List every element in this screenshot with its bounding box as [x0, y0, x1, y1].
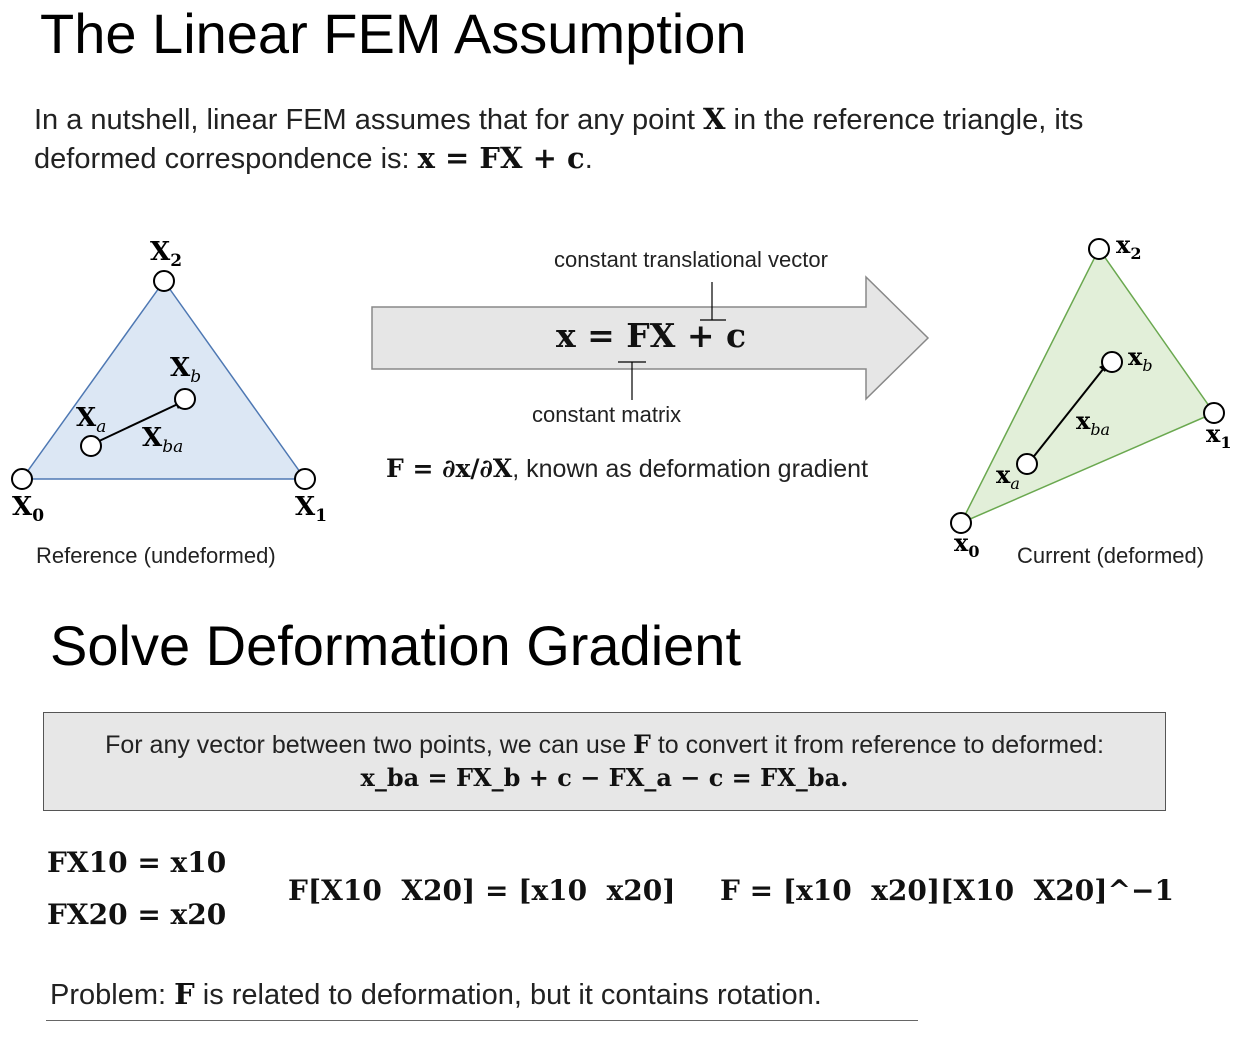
- label-X1: X1: [295, 492, 327, 526]
- label-Xa: Xa: [76, 403, 106, 437]
- current-edge-vector: [1030, 367, 1105, 461]
- node-X0: [11, 468, 33, 490]
- label-x0: x0: [954, 528, 979, 561]
- equation-4: F = [x10 x20][X10 X20]^−1: [720, 874, 1174, 907]
- point-symbol: X: [702, 102, 726, 136]
- label-Xb: Xb: [170, 353, 201, 387]
- label-Xba: Xba: [142, 423, 183, 457]
- gradient-definition: F = ∂x/∂X, known as deformation gradient: [386, 454, 868, 484]
- current-triangle-diagram: x2 x1 x0 xa xb xba: [950, 230, 1231, 561]
- intro-text: in the reference triangle, its: [725, 104, 1084, 136]
- label-x2: x2: [1116, 230, 1141, 263]
- node-x2: [1088, 238, 1110, 260]
- equation-1: FX10 = x10: [47, 846, 227, 879]
- reference-triangle: [20, 279, 307, 480]
- mapping-arrow-shape: [371, 275, 930, 401]
- mapping-equation: x = FX + c: [417, 141, 585, 175]
- node-Xb: [174, 388, 196, 410]
- F-symbol: F: [174, 977, 195, 1011]
- label-x1: x1: [1206, 419, 1231, 452]
- intro-paragraph: In a nutshell, linear FEM assumes that f…: [34, 100, 1214, 178]
- node-xa: [1016, 453, 1038, 475]
- page-title: The Linear FEM Assumption: [40, 2, 747, 65]
- node-x0: [950, 512, 972, 534]
- constant-matrix-note: constant matrix: [532, 402, 682, 427]
- translational-vector-note: constant translational vector: [554, 247, 828, 272]
- underline-divider: [46, 1020, 918, 1021]
- reference-triangle-diagram: X2 X0 X1 Xa Xb Xba: [11, 237, 327, 526]
- vector-conversion-box: For any vector between two points, we ca…: [43, 712, 1166, 811]
- node-x1: [1203, 402, 1225, 424]
- gradient-text: , known as deformation gradient: [512, 455, 869, 483]
- section-title: Solve Deformation Gradient: [50, 614, 742, 677]
- box-text: to convert it from reference to deformed…: [650, 731, 1104, 759]
- box-text: For any vector between two points, we ca…: [105, 731, 634, 759]
- mapping-arrow: [371, 275, 930, 401]
- reference-edge-vector: [96, 402, 181, 443]
- current-caption: Current (deformed): [1017, 543, 1205, 568]
- node-xb: [1101, 351, 1123, 373]
- problem-statement: Problem: F is related to deformation, bu…: [50, 975, 822, 1014]
- intro-text: .: [584, 143, 593, 175]
- reference-caption: Reference (undeformed): [36, 543, 276, 568]
- label-xb: xb: [1128, 342, 1153, 375]
- intro-line-1: In a nutshell, linear FEM assumes that f…: [34, 100, 1214, 139]
- problem-text: Problem:: [50, 979, 175, 1011]
- problem-text: is related to deformation, but it contai…: [194, 979, 822, 1011]
- equation-3: F[X10 X20] = [x10 x20]: [288, 874, 676, 907]
- intro-text: In a nutshell, linear FEM assumes that f…: [34, 104, 703, 136]
- label-xba: xba: [1076, 406, 1110, 439]
- intro-text: deformed correspondence is:: [34, 143, 418, 175]
- node-X1: [294, 468, 316, 490]
- intro-line-2: deformed correspondence is: x = FX + c.: [34, 139, 1214, 178]
- gradient-equation: F = ∂x/∂X: [386, 454, 513, 483]
- box-line-1: For any vector between two points, we ca…: [44, 729, 1165, 761]
- label-X0: X0: [12, 492, 44, 526]
- node-X2: [153, 270, 175, 292]
- node-Xa: [80, 435, 102, 457]
- arrow-equation: x = FX + c: [556, 316, 747, 355]
- box-equation: x_ba = FX_b + c − FX_a − c = FX_ba.: [360, 763, 849, 792]
- label-X2: X2: [150, 237, 182, 271]
- label-xa: xa: [996, 460, 1020, 493]
- equation-2: FX20 = x20: [47, 898, 227, 931]
- F-symbol: F: [633, 730, 651, 759]
